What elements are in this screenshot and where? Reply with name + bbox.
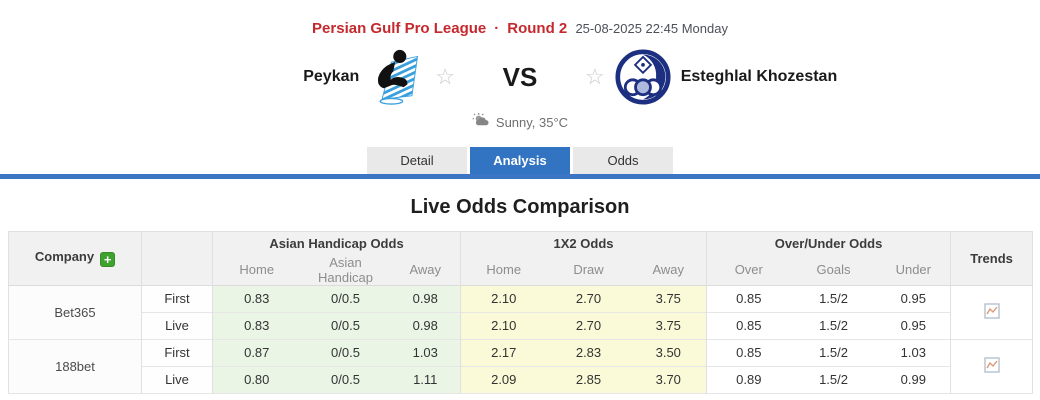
home-team-block: Peykan ☆ bbox=[55, 49, 455, 105]
company-header-label: Company bbox=[34, 249, 95, 265]
trend-chart-icon[interactable] bbox=[983, 356, 1000, 373]
ah-home-odds: 0.80 bbox=[212, 366, 301, 393]
x12-home-odds: 2.10 bbox=[460, 312, 547, 339]
x12-home-header: Home bbox=[460, 254, 547, 285]
ou-over-header: Over bbox=[706, 254, 791, 285]
ou-over-odds: 0.85 bbox=[706, 312, 791, 339]
tab-bar: Detail Analysis Odds bbox=[0, 147, 1040, 174]
row-type: Live bbox=[141, 366, 213, 393]
x12-draw-odds: 2.70 bbox=[546, 312, 631, 339]
x12-draw-odds: 2.70 bbox=[546, 285, 631, 312]
over-under-group-header: Over/Under Odds bbox=[706, 231, 951, 255]
home-team-logo bbox=[369, 49, 425, 105]
live-odds-table: Company + Asian Handicap Odds 1X2 Odds Ov… bbox=[8, 231, 1034, 394]
ou-goals-value: 1.5/2 bbox=[790, 339, 877, 366]
ou-under-odds: 0.95 bbox=[876, 312, 951, 339]
tab-analysis[interactable]: Analysis bbox=[470, 147, 570, 174]
page-title: Live Odds Comparison bbox=[410, 196, 630, 218]
ou-goals-value: 1.5/2 bbox=[790, 312, 877, 339]
x12-draw-odds: 2.83 bbox=[546, 339, 631, 366]
x12-home-odds: 2.10 bbox=[460, 285, 547, 312]
match-datetime: 25-08-2025 22:45 Monday bbox=[575, 21, 728, 36]
ou-goals-value: 1.5/2 bbox=[790, 285, 877, 312]
ah-home-odds: 0.83 bbox=[212, 312, 301, 339]
x12-away-odds: 3.75 bbox=[630, 312, 707, 339]
trends-cell bbox=[950, 339, 1033, 393]
league-name: Persian Gulf Pro League bbox=[312, 20, 487, 37]
x12-home-odds: 2.17 bbox=[460, 339, 547, 366]
table-row: Live 0.80 0/0.5 1.11 2.09 2.85 3.70 0.89… bbox=[8, 366, 1033, 393]
away-team-name: Esteghlal Khozestan bbox=[680, 68, 838, 85]
ou-goals-value: 1.5/2 bbox=[790, 366, 877, 393]
away-favorite-star-icon[interactable]: ☆ bbox=[585, 64, 605, 89]
active-tab-underline bbox=[0, 174, 1040, 179]
x12-away-odds: 3.70 bbox=[630, 366, 707, 393]
x12-away-header: Away bbox=[652, 262, 685, 277]
away-team-logo bbox=[615, 49, 671, 105]
ou-over-odds: 0.89 bbox=[706, 366, 791, 393]
x12-draw-odds: 2.85 bbox=[546, 366, 631, 393]
vs-label: VS bbox=[502, 61, 538, 92]
separator-dot: · bbox=[494, 20, 500, 37]
ou-under-odds: 1.03 bbox=[876, 339, 951, 366]
ah-handicap-value: 0/0.5 bbox=[300, 285, 391, 312]
row-type: First bbox=[141, 285, 213, 312]
table-row: 188bet First 0.87 0/0.5 1.03 2.17 2.83 3… bbox=[8, 339, 1033, 393]
table-row: Live 0.83 0/0.5 0.98 2.10 2.70 3.75 0.85… bbox=[8, 312, 1033, 339]
ah-away-odds: 1.03 bbox=[390, 339, 461, 366]
trend-chart-icon[interactable] bbox=[983, 302, 1000, 319]
row-type: Live bbox=[141, 312, 213, 339]
add-company-icon[interactable]: + bbox=[100, 252, 116, 268]
x12-away-odds: 3.75 bbox=[630, 285, 707, 312]
x12-away-odds: 3.50 bbox=[630, 339, 707, 366]
table-row: Bet365 First 0.83 0/0.5 0.98 2.10 2.70 3… bbox=[8, 285, 1033, 339]
home-favorite-star-icon[interactable]: ☆ bbox=[435, 64, 455, 89]
ou-over-odds: 0.85 bbox=[706, 285, 791, 312]
company-name: 188bet bbox=[8, 339, 142, 393]
ou-under-odds: 0.95 bbox=[876, 285, 951, 312]
trends-cell bbox=[950, 285, 1033, 339]
x12-draw-header: Draw bbox=[573, 262, 604, 277]
ah-home-odds: 0.83 bbox=[212, 285, 301, 312]
tab-detail[interactable]: Detail bbox=[367, 147, 467, 174]
ou-under-header: Under bbox=[895, 262, 931, 277]
weather-sun-cloud-icon bbox=[472, 113, 491, 131]
weather-row: Sunny, 35°C bbox=[0, 113, 1040, 131]
ah-away-odds: 0.98 bbox=[390, 285, 461, 312]
ah-handicap-value: 0/0.5 bbox=[300, 339, 391, 366]
row-type-column-header bbox=[141, 231, 213, 285]
1x2-group-header: 1X2 Odds bbox=[459, 231, 707, 255]
home-team-name: Peykan bbox=[303, 68, 360, 85]
x12-home-odds: 2.09 bbox=[460, 366, 547, 393]
round-label: Round 2 bbox=[507, 20, 568, 37]
ah-handicap-value: 0/0.5 bbox=[300, 312, 391, 339]
ou-goals-header: Goals bbox=[816, 262, 851, 277]
ah-away-odds: 1.11 bbox=[390, 366, 461, 393]
away-team-block: ☆ Esteghlal Khozestan bbox=[585, 49, 985, 105]
ah-away-odds: 0.98 bbox=[390, 312, 461, 339]
teams-row: Peykan ☆ VS ☆ bbox=[0, 47, 1040, 107]
company-column-header: Company + bbox=[9, 232, 142, 286]
match-header: Persian Gulf Pro League · Round 2 25-08-20… bbox=[0, 0, 1040, 37]
ou-over-odds: 0.85 bbox=[706, 339, 791, 366]
ah-handicap-value: 0/0.5 bbox=[300, 366, 391, 393]
ah-home-odds: 0.87 bbox=[212, 339, 301, 366]
row-type: First bbox=[141, 339, 213, 366]
company-name: Bet365 bbox=[8, 285, 142, 339]
asian-handicap-group-header: Asian Handicap Odds bbox=[212, 231, 461, 255]
ah-handicap-header: Asian Handicap bbox=[318, 254, 373, 285]
ou-under-odds: 0.99 bbox=[876, 366, 951, 393]
weather-text: Sunny, 35°C bbox=[495, 114, 569, 130]
ah-home-header: Home bbox=[212, 254, 301, 285]
tab-odds[interactable]: Odds bbox=[573, 147, 673, 174]
ah-away-header: Away bbox=[409, 262, 442, 277]
trends-column-header: Trends bbox=[950, 231, 1033, 285]
